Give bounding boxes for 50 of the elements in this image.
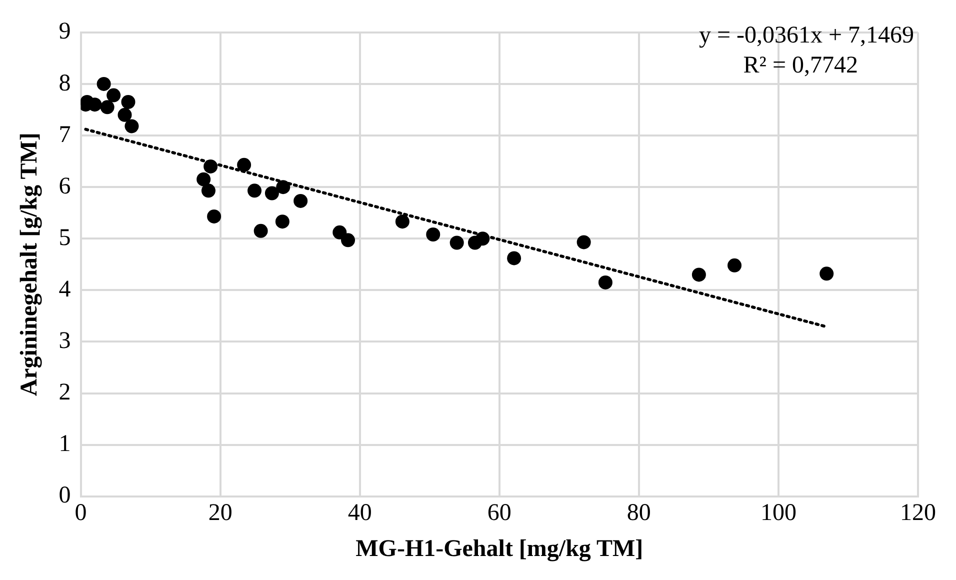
y-axis-title: Argininegehalt [g/kg TM] xyxy=(16,132,43,396)
annotation: y = -0,0361x + 7,1469 xyxy=(698,22,914,49)
y-tick-label: 3 xyxy=(58,328,71,354)
point xyxy=(237,158,252,172)
y-tick-label: 8 xyxy=(58,70,71,96)
x-tick-label: 60 xyxy=(487,500,512,526)
x-tick-label: 80 xyxy=(626,500,651,526)
y-tick-label: 1 xyxy=(58,431,71,458)
point xyxy=(121,95,136,109)
y-tick-label: 2 xyxy=(58,380,71,406)
point xyxy=(395,214,410,229)
point xyxy=(728,258,742,272)
point xyxy=(341,233,356,248)
x-tick-label: 20 xyxy=(208,500,232,526)
y-tick-label: 7 xyxy=(58,122,71,148)
y-tick-label: 5 xyxy=(58,224,71,251)
point xyxy=(332,225,347,240)
y-tick-label: 6 xyxy=(58,173,71,200)
y-tick-label: 9 xyxy=(58,18,71,45)
point xyxy=(576,235,591,250)
x-tick-label: 40 xyxy=(348,500,372,526)
point xyxy=(254,224,268,238)
point xyxy=(294,194,308,208)
point xyxy=(248,184,262,198)
point xyxy=(507,251,522,266)
y-tick-label: 4 xyxy=(58,276,71,302)
point xyxy=(264,186,279,200)
point xyxy=(201,184,216,198)
point xyxy=(476,232,490,246)
point xyxy=(692,268,706,282)
point xyxy=(276,180,290,194)
point xyxy=(96,76,111,91)
point xyxy=(275,214,290,229)
point xyxy=(426,228,440,242)
point xyxy=(598,275,612,290)
y-tick-label: 0 xyxy=(58,482,71,509)
x-axis-title: MG-H1-Gehalt [mg/kg TM] xyxy=(356,536,644,562)
point xyxy=(196,172,211,186)
point xyxy=(106,88,121,102)
point xyxy=(124,119,139,134)
x-tick-label: 0 xyxy=(74,500,87,526)
point xyxy=(207,209,222,224)
point xyxy=(450,236,464,250)
x-tick-label: 120 xyxy=(900,500,936,526)
point xyxy=(100,100,114,114)
point xyxy=(204,159,218,174)
point xyxy=(118,108,132,122)
annotation: R² = 0,7742 xyxy=(743,52,858,79)
x-tick-label: 100 xyxy=(760,500,796,526)
point xyxy=(820,266,834,281)
